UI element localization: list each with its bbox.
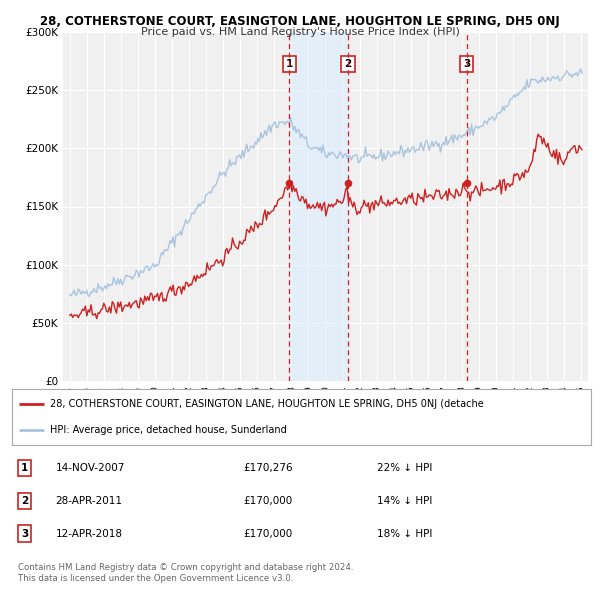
Text: HPI: Average price, detached house, Sunderland: HPI: Average price, detached house, Sund… bbox=[50, 425, 286, 435]
Text: Contains HM Land Registry data © Crown copyright and database right 2024.: Contains HM Land Registry data © Crown c… bbox=[18, 563, 353, 572]
Text: 3: 3 bbox=[463, 59, 470, 69]
Bar bbox=[289, 32, 348, 381]
Text: £170,000: £170,000 bbox=[244, 529, 293, 539]
Text: 28-APR-2011: 28-APR-2011 bbox=[55, 496, 122, 506]
Text: 2: 2 bbox=[344, 59, 352, 69]
Text: 1: 1 bbox=[21, 463, 28, 473]
Text: 18% ↓ HPI: 18% ↓ HPI bbox=[377, 529, 432, 539]
Text: 1: 1 bbox=[286, 59, 293, 69]
Text: £170,276: £170,276 bbox=[244, 463, 293, 473]
Text: 14-NOV-2007: 14-NOV-2007 bbox=[55, 463, 125, 473]
Text: Price paid vs. HM Land Registry's House Price Index (HPI): Price paid vs. HM Land Registry's House … bbox=[140, 27, 460, 37]
Text: 28, COTHERSTONE COURT, EASINGTON LANE, HOUGHTON LE SPRING, DH5 0NJ: 28, COTHERSTONE COURT, EASINGTON LANE, H… bbox=[40, 15, 560, 28]
Text: 22% ↓ HPI: 22% ↓ HPI bbox=[377, 463, 432, 473]
Text: 12-APR-2018: 12-APR-2018 bbox=[55, 529, 122, 539]
Text: 2: 2 bbox=[21, 496, 28, 506]
Text: £170,000: £170,000 bbox=[244, 496, 293, 506]
Text: This data is licensed under the Open Government Licence v3.0.: This data is licensed under the Open Gov… bbox=[18, 574, 293, 583]
Text: 28, COTHERSTONE COURT, EASINGTON LANE, HOUGHTON LE SPRING, DH5 0NJ (detache: 28, COTHERSTONE COURT, EASINGTON LANE, H… bbox=[50, 399, 484, 409]
Text: 3: 3 bbox=[21, 529, 28, 539]
Text: 14% ↓ HPI: 14% ↓ HPI bbox=[377, 496, 432, 506]
